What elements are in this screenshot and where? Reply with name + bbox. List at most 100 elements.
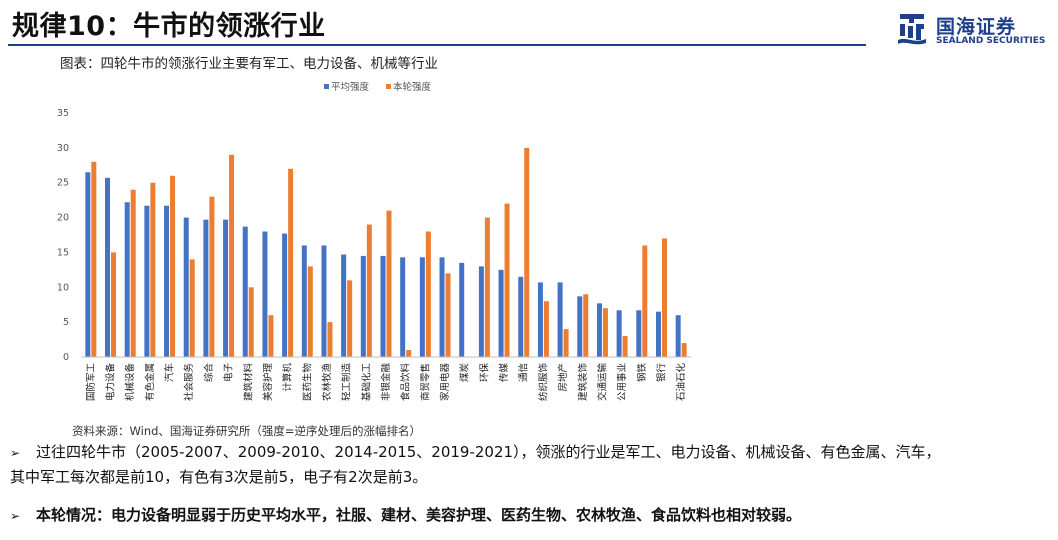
bar-avg bbox=[655, 311, 661, 357]
bar-current bbox=[543, 301, 549, 357]
bar-avg bbox=[557, 282, 563, 357]
x-tick-label: 钢铁 bbox=[636, 363, 648, 383]
x-tick-label: 商贸零售 bbox=[419, 363, 431, 401]
x-tick-label: 通信 bbox=[518, 363, 530, 382]
bullet-history-line2: 其中军工每次都是前10，有色有3次是前5，电子有2次是前3。 bbox=[10, 468, 428, 486]
bar-avg bbox=[616, 310, 622, 357]
brand-logo: 国海证券 SEALAND SECURITIES bbox=[894, 10, 1054, 50]
x-tick-label: 轻工制造 bbox=[341, 363, 353, 402]
x-tick-label: 电力设备 bbox=[105, 363, 117, 402]
bar-current bbox=[642, 245, 648, 357]
logo-text-cn: 国海证券 bbox=[936, 16, 1017, 38]
x-tick-label: 食品饮料 bbox=[400, 363, 412, 402]
bar-current bbox=[406, 350, 412, 357]
source-note: 资料来源：Wind、国海证券研究所（强度=逆序处理后的涨幅排名） bbox=[72, 424, 422, 438]
x-tick-label: 公用事业 bbox=[616, 363, 628, 401]
x-tick-label: 传媒 bbox=[498, 363, 510, 383]
x-tick-label: 汽车 bbox=[164, 363, 176, 382]
bar-current bbox=[602, 308, 608, 357]
bar-current bbox=[504, 203, 510, 357]
bar-current bbox=[248, 287, 254, 357]
x-tick-label: 非银金融 bbox=[380, 363, 392, 402]
sealand-logo-icon bbox=[898, 14, 926, 45]
bar-avg bbox=[596, 303, 602, 357]
y-tick-label: 15 bbox=[57, 247, 69, 258]
y-tick-label: 25 bbox=[57, 178, 69, 189]
legend-swatch-2 bbox=[386, 84, 391, 89]
bar-avg bbox=[203, 219, 209, 357]
bar-avg bbox=[537, 282, 543, 357]
bar-current bbox=[209, 196, 215, 357]
bar-avg bbox=[498, 269, 504, 357]
bar-avg bbox=[105, 177, 111, 357]
x-tick-label: 电子 bbox=[223, 363, 235, 383]
y-tick-label: 30 bbox=[57, 143, 69, 154]
bar-current bbox=[583, 294, 589, 357]
x-tick-label: 有色金属 bbox=[144, 363, 156, 401]
bar-current bbox=[622, 336, 628, 357]
chart-bars bbox=[85, 147, 687, 357]
bar-current bbox=[170, 175, 176, 357]
x-tick-label: 房地产 bbox=[557, 363, 569, 392]
bar-avg bbox=[439, 257, 445, 357]
legend-swatch-1 bbox=[324, 84, 329, 89]
bar-avg bbox=[518, 276, 524, 357]
bar-avg bbox=[144, 205, 150, 357]
x-tick-label: 机械设备 bbox=[124, 363, 136, 402]
bar-avg bbox=[360, 255, 366, 357]
bar-avg bbox=[242, 226, 248, 357]
y-tick-label: 0 bbox=[63, 352, 69, 363]
bar-avg bbox=[183, 217, 189, 357]
bar-current bbox=[661, 238, 667, 357]
bar-current bbox=[189, 259, 195, 357]
bar-current bbox=[327, 322, 333, 357]
bar-current bbox=[563, 329, 569, 357]
bar-avg bbox=[85, 172, 91, 357]
bar-avg bbox=[282, 233, 288, 357]
bar-current bbox=[366, 224, 372, 357]
bar-current bbox=[288, 168, 294, 357]
chart-legend: 平均强度 本轮强度 bbox=[324, 81, 432, 93]
header-divider bbox=[8, 44, 866, 46]
legend-label-2: 本轮强度 bbox=[393, 81, 432, 93]
bar-current bbox=[524, 147, 530, 357]
y-tick-label: 35 bbox=[57, 108, 69, 119]
page-title: 规律10：牛市的领涨行业 bbox=[12, 11, 326, 42]
y-tick-label: 20 bbox=[57, 213, 69, 224]
arrow-bullet-icon: ➢ bbox=[10, 446, 21, 460]
bar-avg bbox=[636, 310, 642, 357]
bar-avg bbox=[164, 205, 170, 357]
bar-avg bbox=[301, 245, 307, 357]
bar-avg bbox=[321, 245, 327, 357]
bar-current bbox=[386, 210, 392, 357]
bar-avg bbox=[478, 266, 484, 357]
bar-current bbox=[681, 343, 687, 357]
bullet-current: ➢ 本轮情况：电力设备明显弱于历史平均水平，社服、建材、美容护理、医药生物、农林牧… bbox=[10, 503, 1055, 528]
header: 规律10：牛市的领涨行业 国海证券 SEALAND SECURITIES bbox=[0, 0, 1058, 48]
bar-avg bbox=[124, 202, 130, 357]
bar-avg bbox=[380, 255, 386, 357]
bar-avg bbox=[341, 254, 347, 357]
x-tick-label: 煤炭 bbox=[459, 363, 471, 383]
y-tick-label: 10 bbox=[57, 282, 69, 293]
bar-avg bbox=[459, 262, 465, 357]
bar-avg bbox=[419, 257, 425, 357]
bar-current bbox=[91, 161, 97, 357]
bar-current bbox=[425, 231, 431, 357]
bar-current bbox=[445, 273, 451, 357]
x-tick-label: 医药生物 bbox=[301, 363, 313, 402]
bar-current bbox=[268, 315, 274, 357]
bar-current bbox=[229, 154, 235, 357]
legend-label-1: 平均强度 bbox=[331, 81, 370, 93]
bar-current bbox=[111, 252, 117, 357]
x-tick-label: 建筑材料 bbox=[242, 363, 254, 402]
x-axis: 国防军工 电力设备 机械设备 有色金属 汽车 社会服务 综合 电子 建筑材料 美容护理 计算机 医药生… bbox=[81, 356, 691, 402]
y-axis: 0 5 10 15 20 25 30 35 bbox=[57, 108, 69, 363]
bar-avg bbox=[675, 315, 681, 357]
bar-avg bbox=[223, 219, 229, 357]
bar-current bbox=[307, 266, 313, 357]
bar-current bbox=[347, 280, 353, 357]
logo-text-en: SEALAND SECURITIES bbox=[936, 36, 1046, 46]
y-tick-label: 5 bbox=[63, 317, 69, 328]
x-tick-label: 银行 bbox=[655, 363, 667, 383]
